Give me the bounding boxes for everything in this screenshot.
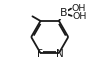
Text: F: F: [37, 49, 43, 59]
Text: B: B: [60, 8, 67, 18]
Text: N: N: [56, 49, 64, 59]
Text: OH: OH: [72, 4, 86, 13]
Text: OH: OH: [72, 12, 87, 21]
